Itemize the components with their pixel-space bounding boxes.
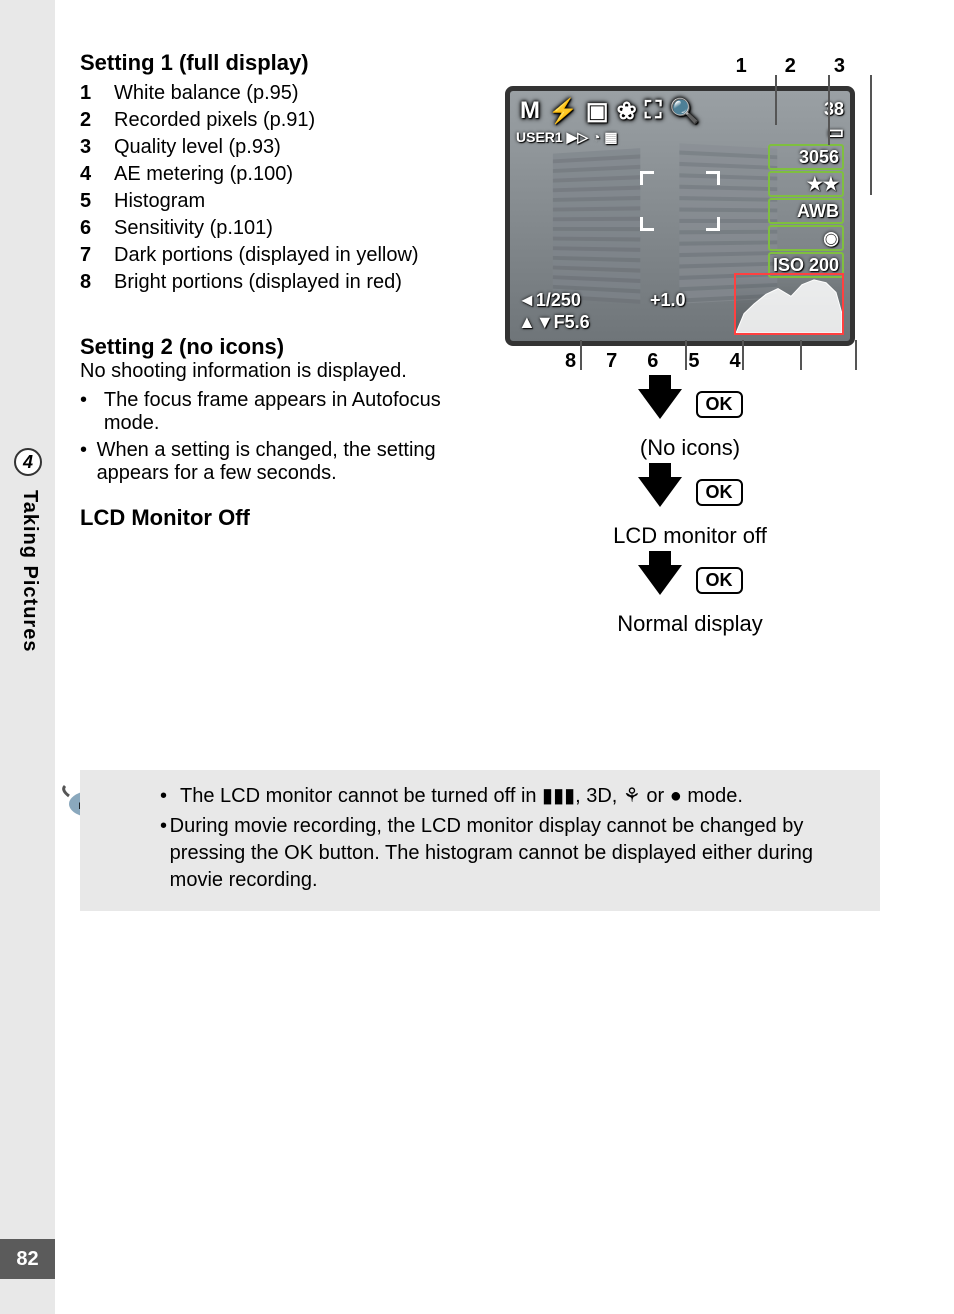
white-balance: AWB (768, 198, 844, 224)
card-icon: ▭ (768, 121, 844, 143)
camera-top-icons: M ⚡ ▣ ❀ ⛶ 🔍 (520, 97, 699, 126)
s1-item: AE metering (p.100) (114, 163, 293, 186)
bottom-callout-numbers: 8 7 6 5 4 (505, 350, 875, 373)
focus-frame (640, 171, 720, 231)
histogram (734, 273, 844, 335)
area-icon: ⛶ (645, 97, 662, 126)
memo-box: •The LCD monitor cannot be turned off in… (80, 770, 880, 911)
left-rail (0, 0, 55, 1314)
quality-stars: ★★ (768, 171, 844, 197)
callout-line (685, 340, 687, 370)
callout-line (828, 75, 830, 145)
s1-item: White balance (p.95) (114, 82, 299, 105)
side-label: Taking Pictures (18, 490, 41, 652)
mode-icon: M (520, 97, 540, 126)
setting2-bullets: •The focus frame appears in Autofocus mo… (80, 389, 500, 485)
s1-item: Histogram (114, 190, 205, 213)
drive-icon: ▶▷ (567, 129, 589, 145)
callout-line (742, 340, 744, 370)
callout-line (775, 75, 777, 125)
callout-line (800, 340, 802, 370)
lcd-off-label: LCD monitor off (505, 523, 875, 549)
s1-item: Sensitivity (p.101) (114, 217, 273, 240)
diagram-column: 1 2 3 M ⚡ ▣ ❀ ⛶ 🔍 USER1 ▶▷ ◔ ▦ 38 ▭ 3056… (505, 55, 875, 643)
normal-display-label: Normal display (505, 611, 875, 637)
callout-line (855, 340, 857, 370)
grid-icon: ▦ (604, 129, 617, 145)
ok-button[interactable]: OK (696, 567, 743, 594)
f-stop: ▲▼F5.6 (518, 312, 590, 333)
shutter-speed: ◄1/250 (518, 290, 581, 311)
camera-right-column: 38 ▭ 3056 ★★ AWB ◉ ISO 200 (768, 97, 844, 279)
callout-line (870, 75, 872, 195)
flash-icon: ⚡ (548, 97, 578, 126)
s1-item: Bright portions (displayed in red) (114, 271, 402, 294)
s1-item: Quality level (p.93) (114, 136, 281, 159)
s2-bullet: When a setting is changed, the setting a… (97, 439, 500, 485)
user-label: USER1 ▶▷ ◔ ▦ (516, 129, 618, 146)
zoom-icon: 🔍 (670, 97, 700, 126)
exposure-icon: ▣ (586, 97, 609, 126)
arrow-down-icon (638, 477, 682, 507)
shots-remaining: 3056 (768, 144, 844, 170)
chapter-badge: 4 (14, 448, 42, 476)
callout-line (580, 340, 582, 370)
page-number: 82 (0, 1239, 55, 1279)
s1-item: Dark portions (displayed in yellow) (114, 244, 419, 267)
arrow-down-icon (638, 565, 682, 595)
memo-item: During movie recording, the LCD monitor … (170, 813, 864, 894)
ok-button[interactable]: OK (696, 391, 743, 418)
setting2-heading: Setting 2 (no icons) (80, 334, 500, 360)
setting2-line: No shooting information is displayed. (80, 360, 500, 383)
s2-bullet: The focus frame appears in Autofocus mod… (104, 389, 500, 435)
ok-button[interactable]: OK (696, 479, 743, 506)
top-callout-numbers: 1 2 3 (505, 55, 875, 78)
arrow-down-icon (638, 389, 682, 419)
bg-building (553, 148, 640, 304)
memo-item: The LCD monitor cannot be turned off in … (180, 783, 743, 810)
timer-icon: ◔ (592, 129, 600, 145)
s1-item: Recorded pixels (p.91) (114, 109, 315, 132)
metering-icon: ◉ (768, 225, 844, 251)
camera-screen: M ⚡ ▣ ❀ ⛶ 🔍 USER1 ▶▷ ◔ ▦ 38 ▭ 3056 ★★ AW… (505, 86, 855, 346)
megapixel-badge: 38 (768, 98, 844, 120)
macro-icon: ❀ (617, 97, 637, 126)
histogram-path (736, 280, 842, 333)
lcd-off-heading: LCD Monitor Off (80, 505, 500, 531)
no-icons-label: (No icons) (505, 435, 875, 461)
ev-value: +1.0 (650, 290, 686, 311)
